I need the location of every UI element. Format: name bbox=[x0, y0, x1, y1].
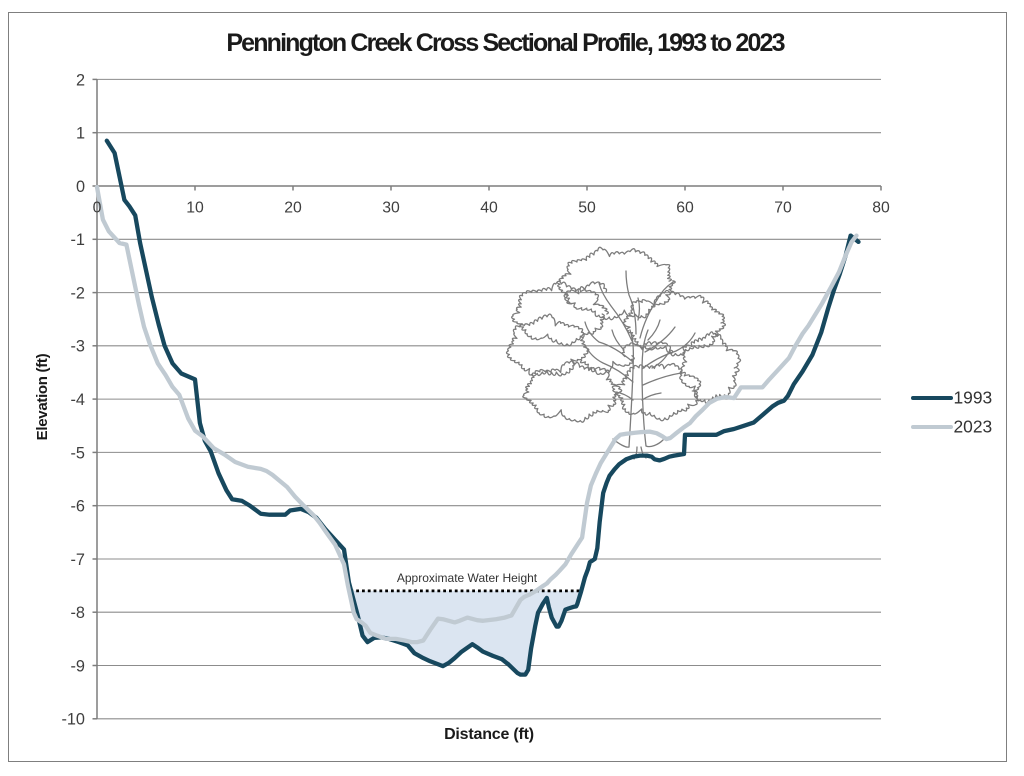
svg-text:50: 50 bbox=[578, 200, 596, 217]
svg-text:Elevation (ft): Elevation (ft) bbox=[34, 353, 51, 440]
svg-text:-1: -1 bbox=[71, 231, 85, 249]
svg-text:20: 20 bbox=[284, 200, 302, 217]
svg-text:70: 70 bbox=[774, 200, 792, 217]
svg-text:-2: -2 bbox=[71, 285, 85, 303]
svg-text:-7: -7 bbox=[71, 551, 85, 569]
svg-text:-3: -3 bbox=[71, 338, 85, 356]
svg-text:2: 2 bbox=[76, 71, 85, 89]
svg-text:2023: 2023 bbox=[954, 417, 993, 437]
svg-text:30: 30 bbox=[382, 200, 400, 217]
svg-text:80: 80 bbox=[872, 200, 890, 217]
svg-text:0: 0 bbox=[93, 200, 102, 217]
svg-text:40: 40 bbox=[480, 200, 498, 217]
svg-text:10: 10 bbox=[186, 200, 204, 217]
svg-text:-6: -6 bbox=[71, 498, 85, 516]
svg-text:-5: -5 bbox=[71, 444, 85, 462]
svg-text:-10: -10 bbox=[61, 711, 85, 729]
svg-text:Approximate Water Height: Approximate Water Height bbox=[397, 571, 538, 585]
svg-text:1993: 1993 bbox=[954, 388, 993, 408]
svg-text:-8: -8 bbox=[71, 604, 85, 622]
svg-text:1: 1 bbox=[76, 125, 85, 143]
svg-text:-4: -4 bbox=[71, 391, 85, 409]
svg-text:Distance (ft): Distance (ft) bbox=[444, 726, 534, 743]
svg-text:0: 0 bbox=[76, 178, 85, 196]
svg-text:60: 60 bbox=[676, 200, 694, 217]
svg-text:Pennington Creek Cross Section: Pennington Creek Cross Sectional Profile… bbox=[226, 29, 784, 57]
svg-text:-9: -9 bbox=[71, 657, 85, 675]
